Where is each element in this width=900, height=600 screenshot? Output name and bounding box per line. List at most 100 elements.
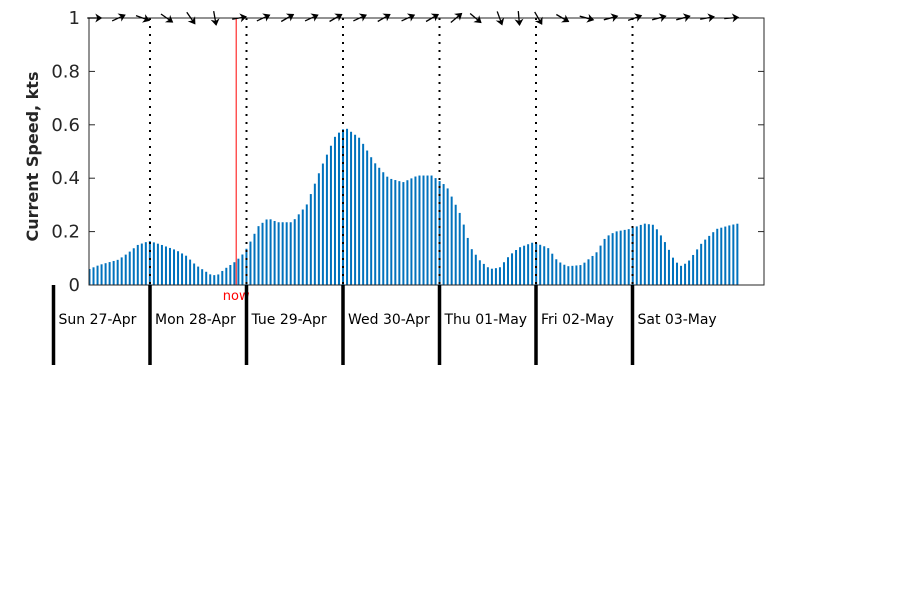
direction-arrow	[256, 13, 271, 22]
plot-frame	[88, 17, 765, 286]
arrow-head	[454, 12, 463, 21]
direction-arrow	[651, 13, 667, 23]
speed-bar	[466, 237, 469, 285]
speed-bar	[663, 242, 666, 285]
speed-bar	[358, 137, 361, 285]
speed-bar	[716, 228, 719, 285]
direction-arrow	[210, 10, 220, 26]
speed-bar	[635, 226, 638, 285]
speed-bar	[523, 245, 526, 285]
speed-bar	[515, 250, 518, 285]
arrow-head	[561, 14, 570, 23]
speed-bar	[197, 266, 200, 285]
speed-bar	[651, 224, 654, 285]
speed-bar	[551, 253, 554, 285]
direction-arrow	[401, 13, 416, 22]
speed-bar	[213, 275, 216, 285]
speed-bar	[599, 245, 602, 285]
speed-bar	[667, 249, 670, 285]
speed-bar	[152, 242, 155, 285]
direction-arrow	[160, 13, 174, 23]
speed-bar	[120, 257, 123, 285]
speed-bar	[511, 253, 514, 285]
speed-bar	[607, 235, 610, 285]
arrow-head	[142, 14, 151, 23]
speed-bar	[128, 251, 131, 285]
speed-bar	[655, 229, 658, 285]
arrow-head	[334, 13, 343, 22]
speed-bar	[563, 264, 566, 285]
speed-bar	[297, 214, 300, 285]
direction-arrow	[469, 13, 482, 24]
speed-bar	[454, 204, 457, 285]
speed-bar	[643, 223, 646, 285]
speed-bar	[398, 181, 401, 285]
y-tick-label: 0.2	[51, 222, 80, 243]
speed-bar	[627, 229, 630, 285]
arrow-head	[95, 13, 103, 23]
speed-bar	[249, 241, 252, 285]
speed-bar	[329, 145, 332, 285]
direction-arrow	[135, 14, 151, 23]
speed-bar	[555, 259, 558, 285]
arrow-head	[610, 13, 619, 23]
speed-bar	[458, 212, 461, 285]
speed-bar	[430, 175, 433, 285]
speed-bar	[374, 163, 377, 285]
direction-arrow	[514, 10, 524, 26]
direction-arrow	[534, 11, 543, 25]
direction-arrow	[304, 13, 319, 22]
speed-bar	[470, 249, 473, 285]
direction-arrow	[353, 13, 367, 22]
speed-bar	[659, 235, 662, 285]
speed-bar	[543, 246, 546, 285]
speed-bar	[112, 260, 115, 285]
speed-bar	[148, 241, 151, 285]
direction-arrow	[329, 13, 343, 23]
speed-bar	[410, 178, 413, 285]
speed-bar	[305, 204, 308, 285]
direction-arrow	[450, 12, 463, 23]
speed-bar	[317, 173, 320, 285]
speed-bar	[732, 224, 735, 285]
speed-bar	[478, 260, 481, 285]
speed-bar	[587, 259, 590, 285]
speed-bar	[156, 243, 159, 285]
speed-bar	[354, 134, 357, 285]
speed-bar	[708, 235, 711, 285]
speed-bar	[337, 132, 340, 285]
day-label: Sun 27-Apr	[59, 312, 137, 328]
speed-bar	[507, 257, 509, 285]
speed-bar	[422, 175, 425, 285]
speed-bar	[209, 274, 212, 285]
speed-bar	[434, 178, 437, 285]
speed-bar	[136, 244, 139, 285]
day-label: Tue 29-Apr	[251, 312, 327, 328]
arrow-head	[473, 15, 482, 24]
speed-bar	[116, 259, 119, 285]
arrow-head	[707, 13, 715, 23]
speed-bar	[346, 128, 349, 285]
speed-bar	[527, 244, 530, 285]
speed-bar	[273, 220, 276, 285]
direction-arrow	[377, 13, 391, 23]
speed-bar	[539, 244, 542, 285]
speed-bar	[615, 231, 618, 285]
speed-bar	[108, 262, 111, 285]
speed-bar	[309, 194, 312, 285]
speed-bar	[124, 254, 127, 285]
speed-bar	[313, 183, 316, 285]
speed-bar	[386, 176, 389, 285]
arrow-head	[210, 18, 220, 26]
speed-bar	[519, 247, 522, 285]
direction-arrow	[280, 13, 295, 23]
speed-bar	[418, 175, 421, 285]
arrow-head	[430, 13, 440, 22]
direction-arrows	[87, 10, 740, 26]
speed-bar	[277, 222, 280, 285]
y-axis-label: Current Speed, kts	[23, 72, 42, 242]
speed-bar	[728, 225, 731, 285]
arrow-head	[239, 13, 247, 23]
now-marker: now	[223, 18, 250, 304]
arrow-head	[310, 13, 319, 22]
